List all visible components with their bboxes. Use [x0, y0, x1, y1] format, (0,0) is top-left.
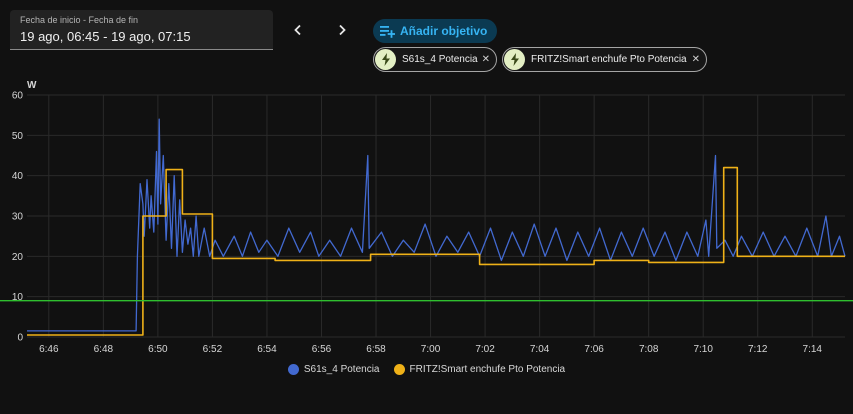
legend-item-s61s[interactable]: S61s_4 Potencia [287, 364, 380, 375]
chevron-right-icon [339, 24, 346, 36]
x-tick-label: 7:10 [693, 344, 713, 355]
y-tick-label: 20 [12, 252, 24, 263]
flash-icon [375, 49, 396, 70]
target-chip-fritz[interactable]: FRITZ!Smart enchufe Pto Potencia ✕ [502, 47, 707, 72]
x-tick-label: 6:56 [312, 344, 332, 355]
remove-target-s61s-button[interactable]: ✕ [481, 54, 491, 65]
next-period-button[interactable] [331, 19, 353, 41]
x-tick-label: 6:48 [94, 344, 114, 355]
power-history-chart[interactable]: 0 10 20 30 40 50 60 6:46 6:48 6:50 6:52 6:54 6:56 6:5… [0, 0, 853, 362]
x-tick-label: 6:46 [39, 344, 59, 355]
legend-label-fritz: FRITZ!Smart enchufe Pto Potencia [409, 364, 566, 375]
series-line-fritz [27, 166, 845, 336]
x-tick-label: 6:52 [203, 344, 223, 355]
x-tick-label: 7:08 [639, 344, 659, 355]
y-tick-label: 30 [12, 212, 24, 223]
x-tick-label: 7:04 [530, 344, 550, 355]
x-tick-label: 6:50 [148, 344, 168, 355]
date-range-picker[interactable]: Fecha de inicio - Fecha de fin 19 ago, 0… [10, 10, 273, 50]
x-tick-label: 7:00 [421, 344, 441, 355]
remove-target-fritz-button[interactable]: ✕ [691, 54, 700, 65]
date-range-label: Fecha de inicio - Fecha de fin [20, 15, 139, 25]
add-target-label: Añadir objetivo [400, 24, 488, 38]
y-tick-label: 50 [12, 131, 24, 142]
x-tick-label: 7:12 [748, 344, 768, 355]
date-range-value: 19 ago, 06:45 - 19 ago, 07:15 [20, 29, 191, 44]
add-target-button[interactable]: Añadir objetivo [373, 19, 498, 43]
legend-item-fritz[interactable]: FRITZ!Smart enchufe Pto Potencia [393, 364, 566, 375]
chevron-left-icon [294, 24, 301, 36]
series-line-s61s [27, 118, 846, 332]
legend-dot-fritz [393, 364, 405, 375]
y-tick-label: 60 [12, 91, 24, 102]
legend-label-s61s: S61s_4 Potencia [303, 364, 380, 375]
x-tick-label: 7:02 [475, 344, 495, 355]
y-tick-label: 10 [12, 292, 24, 303]
target-chip-label: FRITZ!Smart enchufe Pto Potencia [531, 54, 687, 65]
legend-dot-s61s [287, 364, 299, 375]
y-tick-label: 40 [12, 171, 24, 182]
y-tick-label: 0 [17, 333, 23, 344]
playlist-plus-icon [380, 25, 395, 38]
flash-icon [504, 49, 525, 70]
target-chip-s61s[interactable]: S61s_4 Potencia ✕ [373, 47, 497, 72]
x-tick-label: 6:58 [366, 344, 386, 355]
previous-period-button[interactable] [287, 19, 309, 41]
target-chip-label: S61s_4 Potencia [402, 54, 478, 65]
x-tick-label: 6:54 [257, 344, 277, 355]
x-tick-label: 7:14 [803, 344, 823, 355]
x-tick-label: 7:06 [584, 344, 604, 355]
chart-legend: S61s_4 Potencia FRITZ!Smart enchufe Pto … [0, 364, 853, 375]
y-axis-unit-label: W [27, 80, 37, 91]
